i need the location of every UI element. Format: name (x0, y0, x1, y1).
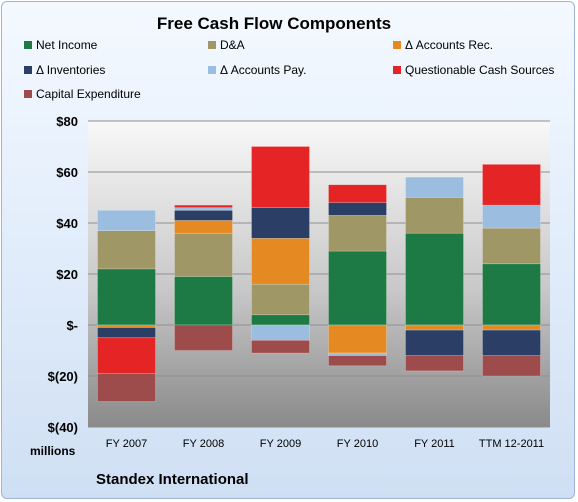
bar-segment (405, 355, 464, 372)
bar-segment (97, 337, 156, 374)
bar-segment (328, 215, 387, 252)
bar-segment (482, 263, 541, 326)
bar-segment (405, 176, 464, 198)
bar-segment (97, 268, 156, 326)
bar-segment (405, 232, 464, 326)
bar-segment (174, 220, 233, 234)
bar-segment (328, 324, 387, 354)
legend-swatch (393, 41, 401, 49)
legend-swatch (208, 41, 216, 49)
bar-segment (97, 327, 156, 339)
bar-segment (405, 197, 464, 234)
legend-item-capex: Capital Expenditure (24, 87, 141, 101)
x-tick-label: FY 2011 (414, 438, 455, 450)
bar-segment (328, 352, 387, 356)
legend-label: D&A (220, 38, 245, 52)
legend-item-net-income: Net Income (24, 38, 97, 52)
bar-segment (328, 250, 387, 326)
bar-segment (482, 204, 541, 229)
legend-item-da: D&A (208, 38, 245, 52)
legend-swatch (208, 66, 216, 74)
bar-segment (97, 324, 156, 328)
bar-segment (405, 324, 464, 331)
x-tick-label: FY 2009 (260, 438, 301, 450)
legend-label: Capital Expenditure (36, 87, 141, 101)
bar-segment (328, 355, 387, 367)
legend-swatch (24, 90, 32, 98)
company-name: Standex International (96, 471, 249, 488)
bar-segment (174, 207, 233, 211)
bar-segment (328, 202, 387, 216)
legend-label: Questionable Cash Sources (405, 63, 555, 77)
y-tick-label: $- (66, 318, 78, 333)
y-tick-label: $60 (56, 165, 78, 180)
bar-segment (251, 339, 310, 354)
x-tick-label: FY 2007 (106, 438, 147, 450)
y-tick-label: $80 (56, 114, 78, 129)
legend-swatch (24, 66, 32, 74)
bar-segment (251, 324, 310, 341)
legend-label: Net Income (36, 38, 98, 52)
bar-segment (97, 209, 156, 231)
bar-segment (482, 355, 541, 377)
legend-label: Δ Accounts Rec. (405, 38, 494, 52)
legend-swatch (393, 66, 401, 74)
legend-item-accounts-pay: Δ Accounts Pay. (208, 63, 307, 77)
x-tick-label: TTM 12-2011 (479, 438, 544, 450)
bar-segment (251, 207, 310, 239)
bar-segment (328, 184, 387, 203)
bar-segment (482, 324, 541, 331)
bar-segment (251, 146, 310, 209)
y-tick-label: $40 (56, 216, 78, 231)
bar-segment (174, 209, 233, 221)
y-tick-label: $(20) (48, 369, 78, 384)
bar-segment (97, 230, 156, 270)
bar-segment (251, 314, 310, 326)
y-axis-units: millions (30, 444, 76, 458)
legend-label: Δ Inventories (36, 63, 106, 77)
legend-item-accounts-rec: Δ Accounts Rec. (393, 38, 493, 52)
legend-item-inventories: Δ Inventories (24, 63, 105, 77)
legend-label: Δ Accounts Pay. (220, 63, 307, 77)
y-tick-label: $20 (56, 267, 78, 282)
bar-segment (482, 164, 541, 206)
bar-segment (482, 329, 541, 356)
bar-segment (174, 276, 233, 326)
x-tick-label: FY 2008 (183, 438, 224, 450)
legend-item-questionable-cash: Questionable Cash Sources (393, 63, 554, 77)
bar-segment (174, 232, 233, 277)
bar-segment (174, 324, 233, 351)
bar-segment (482, 227, 541, 265)
bar-segment (251, 283, 310, 316)
bar-segment (97, 373, 156, 402)
bar-segment (174, 204, 233, 208)
bar-segment (405, 329, 464, 356)
chart-title: Free Cash Flow Components (156, 14, 392, 33)
y-tick-label: $(40) (48, 420, 78, 435)
x-tick-label: FY 2010 (337, 438, 378, 450)
bar-segment (251, 238, 310, 285)
legend-swatch (24, 41, 32, 49)
